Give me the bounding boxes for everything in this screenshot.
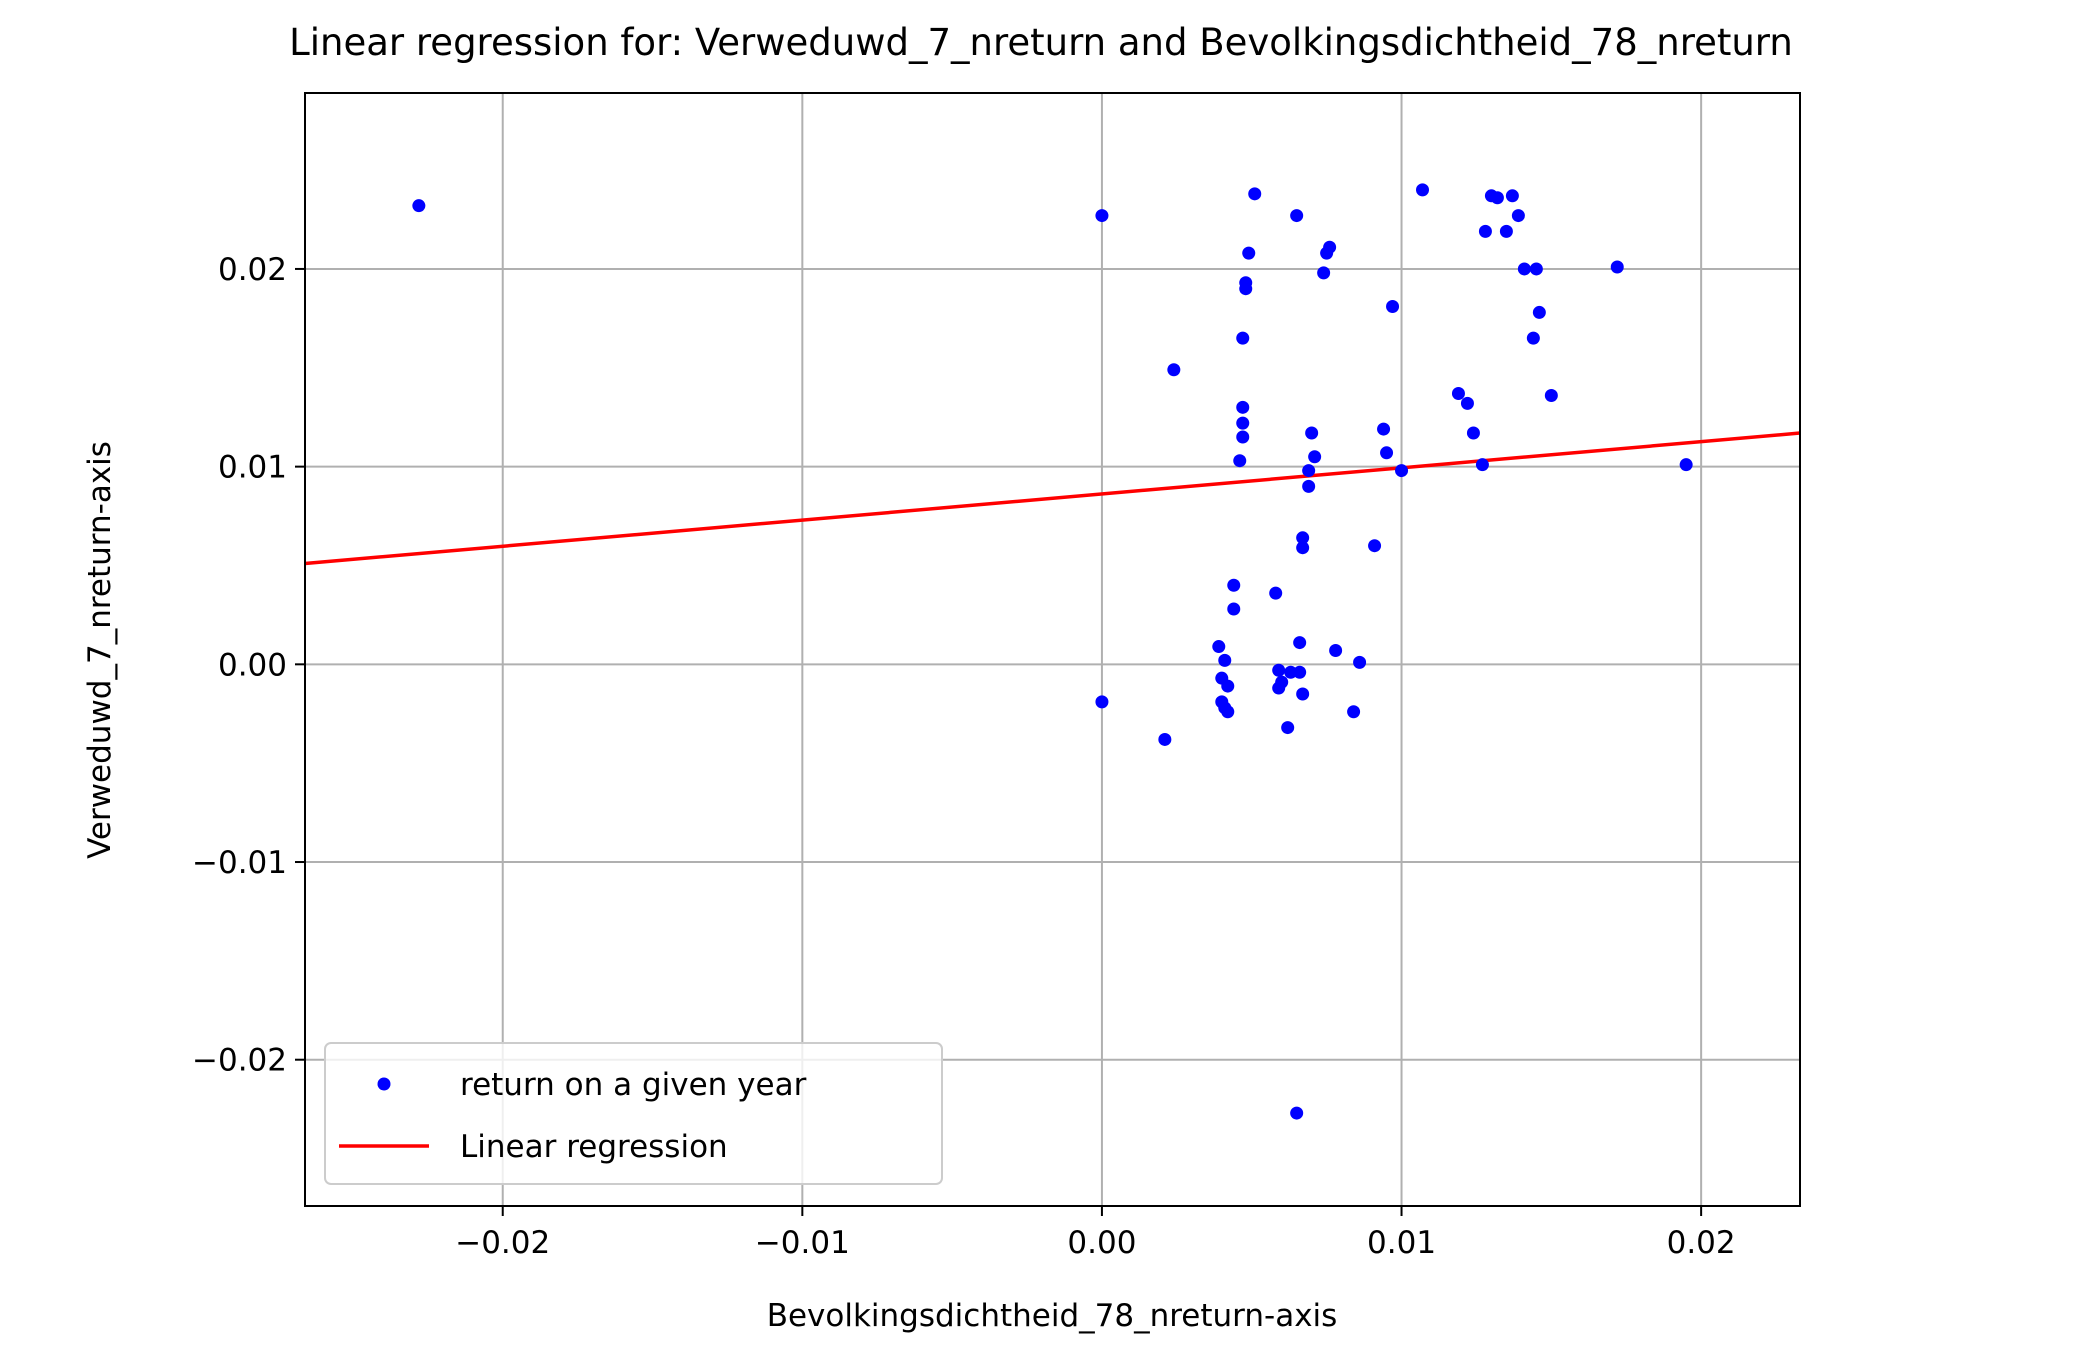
scatter-point: [412, 199, 426, 213]
regression-layer: [304, 431, 1801, 566]
grid: [305, 93, 1800, 1206]
plot-frame: [304, 92, 1801, 1207]
y-tick-label: 0.01: [218, 450, 287, 486]
scatter-point: [1529, 262, 1543, 276]
scatter-point: [1236, 416, 1250, 430]
legend-marker-scatter: [377, 1077, 391, 1091]
scatter-point: [1499, 224, 1513, 238]
scatter-point: [1380, 446, 1394, 460]
scatter-point: [1610, 260, 1624, 274]
scatter-point: [1248, 187, 1262, 201]
scatter-point: [1329, 643, 1343, 657]
scatter-point: [1478, 224, 1492, 238]
scatter-point: [1302, 464, 1316, 478]
scatter-point: [1296, 531, 1310, 545]
scatter-point: [1284, 665, 1298, 679]
scatter-point: [1511, 209, 1525, 223]
y-tick-label: −0.01: [192, 845, 287, 881]
legend-box: [324, 1042, 943, 1185]
x-tick-label: 0.01: [1367, 1225, 1436, 1261]
scatter-point: [1347, 705, 1361, 719]
scatter-point: [1377, 422, 1391, 436]
scatter-point: [1290, 1106, 1304, 1120]
scatter-point: [1236, 331, 1250, 345]
scatter-point: [1218, 653, 1232, 667]
scatter-point: [1167, 363, 1181, 377]
scatter-point: [1227, 578, 1241, 592]
scatter-point: [1416, 183, 1430, 197]
scatter-point: [1532, 305, 1546, 319]
x-tick-label: −0.02: [455, 1225, 550, 1261]
scatter-point: [1272, 663, 1286, 677]
scatter-point: [1305, 426, 1319, 440]
scatter-point: [1293, 665, 1307, 679]
scatter-point: [1221, 705, 1235, 719]
scatter-point: [1308, 450, 1322, 464]
scatter-point: [1323, 240, 1337, 254]
x-tick-label: 0.00: [1067, 1225, 1136, 1261]
legend-label-scatter: return on a given year: [460, 1067, 807, 1103]
scatter-point: [1095, 695, 1109, 709]
scatter-point: [1490, 191, 1504, 205]
y-axis-title: Verweduwd_7_nreturn-axis: [82, 441, 118, 859]
scatter-point: [1236, 400, 1250, 414]
scatter-point: [1353, 655, 1367, 669]
scatter-point: [1275, 675, 1289, 689]
regression-line: [304, 431, 1801, 566]
scatter-point: [1466, 426, 1480, 440]
legend-label-regression: Linear regression: [460, 1129, 728, 1165]
chart-title: Linear regression for: Verweduwd_7_nretu…: [289, 21, 1793, 64]
scatter-point: [1158, 732, 1172, 746]
scatter-point: [1475, 458, 1489, 472]
scatter-layer: [412, 183, 1693, 1120]
x-axis-ticks: −0.02 −0.01 0.00 0.01 0.02: [455, 1206, 1736, 1261]
scatter-point: [1302, 479, 1316, 493]
scatter-point: [1236, 430, 1250, 444]
scatter-point: [1395, 464, 1409, 478]
scatter-point: [1517, 262, 1531, 276]
y-axis-ticks: −0.02 −0.01 0.00 0.01 0.02: [192, 252, 305, 1079]
scatter-point: [1239, 282, 1253, 296]
scatter-point: [1212, 640, 1226, 654]
scatter-point: [1368, 539, 1382, 553]
scatter-point: [1386, 300, 1400, 314]
x-axis-title: Bevolkingsdichtheid_78_nreturn-axis: [767, 1298, 1338, 1334]
legend: return on a given year Linear regression: [324, 1042, 943, 1185]
scatter-point: [1505, 189, 1519, 203]
scatter-point: [1460, 396, 1474, 410]
scatter-point: [1281, 721, 1295, 735]
scatter-point: [1242, 246, 1256, 260]
scatter-point: [1233, 454, 1247, 468]
scatter-point: [1451, 386, 1465, 400]
x-tick-label: −0.01: [755, 1225, 850, 1261]
y-tick-label: 0.02: [218, 252, 287, 288]
scatter-point: [1296, 541, 1310, 555]
scatter-point: [1095, 209, 1109, 223]
scatter-point: [1221, 679, 1235, 693]
scatter-point: [1317, 266, 1331, 280]
scatter-point: [1269, 586, 1283, 600]
scatter-point: [1544, 388, 1558, 402]
scatter-point: [1227, 602, 1241, 616]
scatter-point: [1526, 331, 1540, 345]
scatter-point: [1296, 687, 1310, 701]
plot-area: [305, 93, 1800, 1206]
y-tick-label: 0.00: [218, 647, 287, 683]
y-tick-label: −0.02: [192, 1043, 287, 1079]
scatter-point: [1290, 209, 1304, 223]
scatter-point: [1293, 636, 1307, 650]
scatter-point: [1679, 458, 1693, 472]
x-tick-label: 0.02: [1667, 1225, 1736, 1261]
